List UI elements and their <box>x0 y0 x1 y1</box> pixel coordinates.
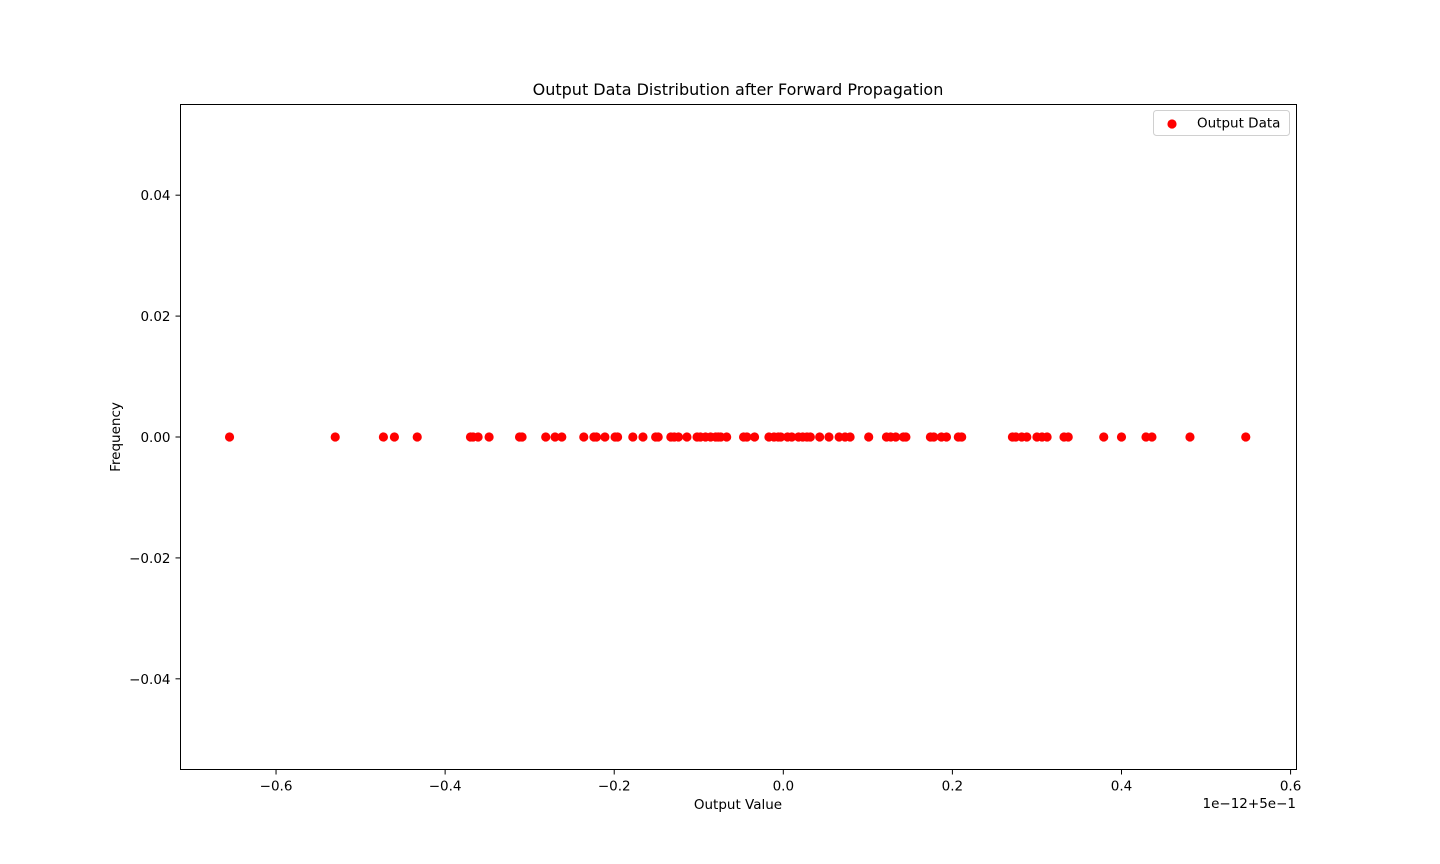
y-tick-label: 0.02 <box>140 309 170 325</box>
x-tick-label: 0.0 <box>773 779 794 795</box>
data-point <box>653 432 663 442</box>
data-point <box>1185 432 1195 442</box>
y-tick-label: −0.04 <box>129 672 170 688</box>
data-point <box>1147 432 1157 442</box>
data-point <box>749 432 760 442</box>
data-point <box>891 432 901 442</box>
data-point <box>957 432 967 442</box>
data-point <box>600 432 610 442</box>
data-point <box>517 432 527 442</box>
data-point <box>613 432 623 442</box>
data-point <box>473 432 483 442</box>
data-point <box>412 432 422 442</box>
x-axis-ticks: −0.6 −0.4 −0.2 0.0 0.2 0.4 0.6 <box>260 769 1301 795</box>
data-point <box>1099 432 1109 442</box>
data-point <box>638 432 648 442</box>
x-tick-label: −0.2 <box>598 779 631 795</box>
data-point <box>824 432 834 442</box>
legend-box <box>1153 110 1290 136</box>
data-point <box>901 432 911 442</box>
x-tick-label: 0.4 <box>1111 779 1132 795</box>
data-point <box>722 432 732 442</box>
data-point <box>805 432 815 442</box>
data-point <box>1241 432 1251 442</box>
data-point <box>591 432 602 442</box>
y-tick-label: 0.04 <box>140 188 170 204</box>
legend: Output Data <box>1153 110 1290 136</box>
legend-label: Output Data <box>1197 116 1280 132</box>
data-point <box>787 432 797 442</box>
data-point <box>941 432 952 442</box>
data-point <box>673 432 684 442</box>
data-point <box>628 432 638 442</box>
x-axis-label: Output Value <box>694 797 782 813</box>
x-tick-label: −0.6 <box>260 779 293 795</box>
y-axis-ticks: −0.04 −0.02 0.00 0.02 0.04 <box>129 188 181 688</box>
data-point <box>541 432 551 442</box>
data-point <box>682 432 692 442</box>
data-point <box>550 432 560 442</box>
data-point <box>224 432 235 442</box>
data-point <box>929 432 939 442</box>
y-tick-label: −0.02 <box>129 551 170 567</box>
chart-title: Output Data Distribution after Forward P… <box>533 80 944 99</box>
x-tick-label: −0.4 <box>429 779 462 795</box>
data-point <box>378 432 389 442</box>
data-point <box>776 432 786 442</box>
data-point <box>484 432 494 442</box>
data-point <box>557 432 567 442</box>
plot-area <box>180 104 1297 770</box>
data-point <box>579 432 589 442</box>
y-axis-label: Frequency <box>108 402 124 472</box>
data-point <box>864 432 874 442</box>
data-point <box>1116 432 1127 442</box>
data-point <box>742 432 752 442</box>
data-points <box>224 432 1251 442</box>
data-point <box>1022 432 1032 442</box>
data-point <box>1063 432 1073 442</box>
data-point <box>845 432 855 442</box>
data-point <box>815 432 825 442</box>
x-tick-label: 0.6 <box>1280 779 1301 795</box>
data-point <box>1042 432 1052 442</box>
data-point <box>330 432 340 442</box>
data-point <box>389 432 399 442</box>
legend-marker <box>1167 119 1177 129</box>
x-offset-label: 1e−12+5e−1 <box>1203 796 1297 812</box>
x-tick-label: 0.2 <box>942 779 963 795</box>
y-tick-label: 0.00 <box>140 430 170 446</box>
